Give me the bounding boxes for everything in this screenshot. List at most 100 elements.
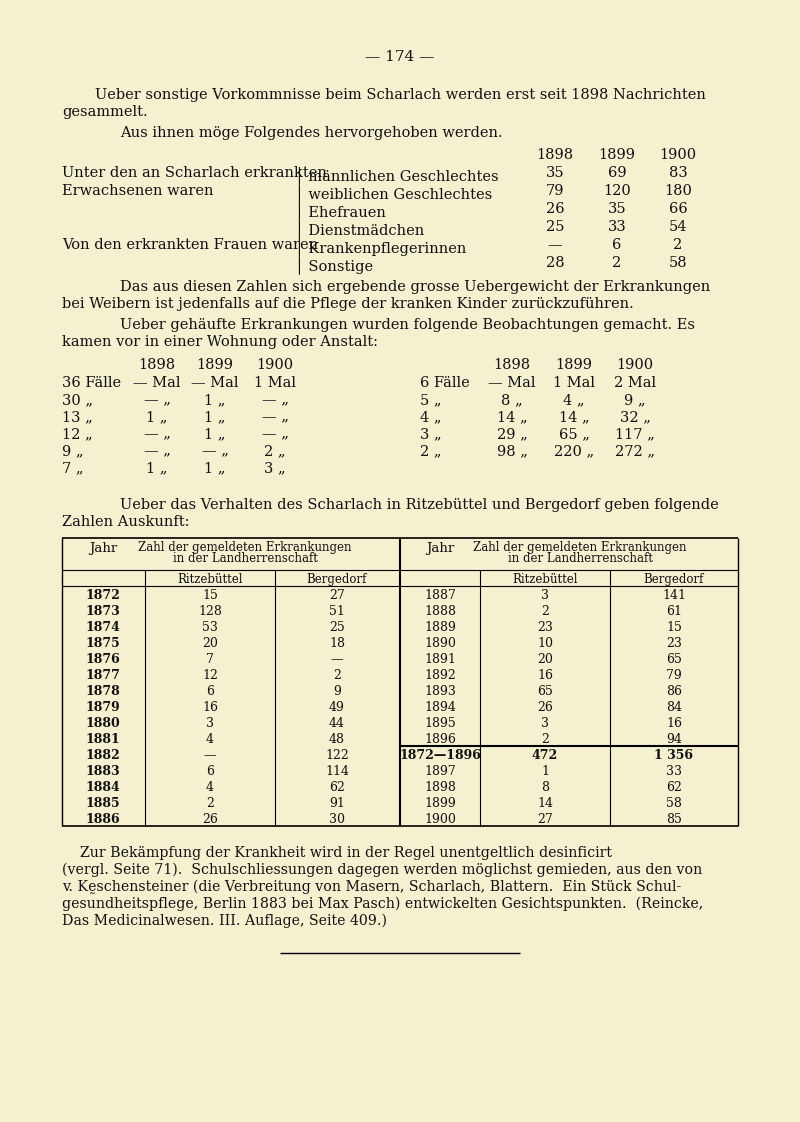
Text: Jahr: Jahr [89,542,117,555]
Text: 6: 6 [206,765,214,778]
Text: 1883: 1883 [86,765,120,778]
Text: 1890: 1890 [424,637,456,650]
Text: — „: — „ [262,427,289,441]
Text: │ Ehefrauen: │ Ehefrauen [295,202,386,220]
Text: —: — [330,653,343,666]
Text: 49: 49 [329,701,345,714]
Text: 1900: 1900 [617,358,654,373]
Text: v. Kḛschensteiner (die Verbreitung von Masern, Scharlach, Blattern.  Ein Stück S: v. Kḛschensteiner (die Verbreitung von M… [62,880,682,894]
Text: 1 Mal: 1 Mal [553,376,595,390]
Text: Zahl der gemeldeten Erkrankungen: Zahl der gemeldeten Erkrankungen [474,541,686,554]
Text: 1 „: 1 „ [204,427,226,441]
Text: 2: 2 [541,605,549,618]
Text: 51: 51 [329,605,345,618]
Text: 4: 4 [206,781,214,794]
Text: 1891: 1891 [424,653,456,666]
Text: 1898: 1898 [424,781,456,794]
Text: 26: 26 [537,701,553,714]
Text: in der Landherrenschaft: in der Landherrenschaft [173,552,318,565]
Text: 1880: 1880 [86,717,120,730]
Text: 272 „: 272 „ [615,444,655,458]
Text: 9 „: 9 „ [62,444,83,458]
Text: 7: 7 [206,653,214,666]
Text: 1: 1 [541,765,549,778]
Text: 1898: 1898 [537,148,574,162]
Text: 6: 6 [206,686,214,698]
Text: 3: 3 [541,717,549,730]
Text: 35: 35 [546,166,564,180]
Text: │ Sonstige: │ Sonstige [295,256,373,274]
Text: Aus ihnen möge Folgendes hervorgehoben werden.: Aus ihnen möge Folgendes hervorgehoben w… [120,126,502,140]
Text: 54: 54 [669,220,687,234]
Text: 1899: 1899 [598,148,635,162]
Text: 4 „: 4 „ [563,393,585,407]
Text: Das Medicinalwesen. III. Auflage, Seite 409.): Das Medicinalwesen. III. Auflage, Seite … [62,914,387,928]
Text: — „: — „ [143,444,170,458]
Text: 58: 58 [669,256,687,270]
Text: 1900: 1900 [257,358,294,373]
Text: 32 „: 32 „ [619,410,650,424]
Text: 16: 16 [202,701,218,714]
Text: 6 Fälle: 6 Fälle [420,376,470,390]
Text: Ritzebüttel: Ritzebüttel [178,573,242,586]
Text: 128: 128 [198,605,222,618]
Text: 1898: 1898 [138,358,175,373]
Text: 4: 4 [206,733,214,746]
Text: 1878: 1878 [86,686,120,698]
Text: 13 „: 13 „ [62,410,93,424]
Text: 79: 79 [666,669,682,682]
Text: 65: 65 [537,686,553,698]
Text: 23: 23 [666,637,682,650]
Text: — „: — „ [202,444,229,458]
Text: │ männlichen Geschlechtes: │ männlichen Geschlechtes [295,166,498,184]
Text: 16: 16 [666,717,682,730]
Text: 1 „: 1 „ [204,410,226,424]
Text: 2 Mal: 2 Mal [614,376,656,390]
Text: — „: — „ [262,393,289,407]
Text: Ueber das Verhalten des Scharlach in Ritzebüttel und Bergedorf geben folgende: Ueber das Verhalten des Scharlach in Rit… [120,498,718,512]
Text: 1881: 1881 [86,733,120,746]
Text: 1892: 1892 [424,669,456,682]
Text: —: — [548,238,562,252]
Text: 3 „: 3 „ [420,427,442,441]
Text: Unter den an Scharlach erkrankten: Unter den an Scharlach erkrankten [62,166,327,180]
Text: │ weiblichen Geschlechtes: │ weiblichen Geschlechtes [295,184,492,202]
Text: 26: 26 [546,202,564,217]
Text: 27: 27 [537,813,553,826]
Text: 1895: 1895 [424,717,456,730]
Text: Jahr: Jahr [426,542,454,555]
Text: 15: 15 [202,589,218,603]
Text: 15: 15 [666,620,682,634]
Text: 1893: 1893 [424,686,456,698]
Text: 3 „: 3 „ [264,461,286,475]
Text: 3: 3 [206,717,214,730]
Text: — „: — „ [143,427,170,441]
Text: 1897: 1897 [424,765,456,778]
Text: 2: 2 [674,238,682,252]
Text: kamen vor in einer Wohnung oder Anstalt:: kamen vor in einer Wohnung oder Anstalt: [62,335,378,349]
Text: 25: 25 [329,620,345,634]
Text: 1874: 1874 [86,620,121,634]
Text: 7 „: 7 „ [62,461,83,475]
Text: 62: 62 [666,781,682,794]
Text: 2 „: 2 „ [420,444,442,458]
Text: 27: 27 [329,589,345,603]
Text: 1 „: 1 „ [146,461,168,475]
Text: 65 „: 65 „ [558,427,590,441]
Text: 1888: 1888 [424,605,456,618]
Text: 10: 10 [537,637,553,650]
Text: 69: 69 [608,166,626,180]
Text: 1894: 1894 [424,701,456,714]
Text: 20: 20 [537,653,553,666]
Text: 2: 2 [612,256,622,270]
Text: Zahl der gemeldeten Erkrankungen: Zahl der gemeldeten Erkrankungen [138,541,352,554]
Text: 1882: 1882 [86,749,120,762]
Text: Ueber gehäufte Erkrankungen wurden folgende Beobachtungen gemacht. Es: Ueber gehäufte Erkrankungen wurden folge… [120,318,695,332]
Text: 1885: 1885 [86,797,120,810]
Text: 1899: 1899 [555,358,593,373]
Text: 114: 114 [325,765,349,778]
Text: 1898: 1898 [494,358,530,373]
Text: 48: 48 [329,733,345,746]
Text: 86: 86 [666,686,682,698]
Text: 1872—1896: 1872—1896 [399,749,481,762]
